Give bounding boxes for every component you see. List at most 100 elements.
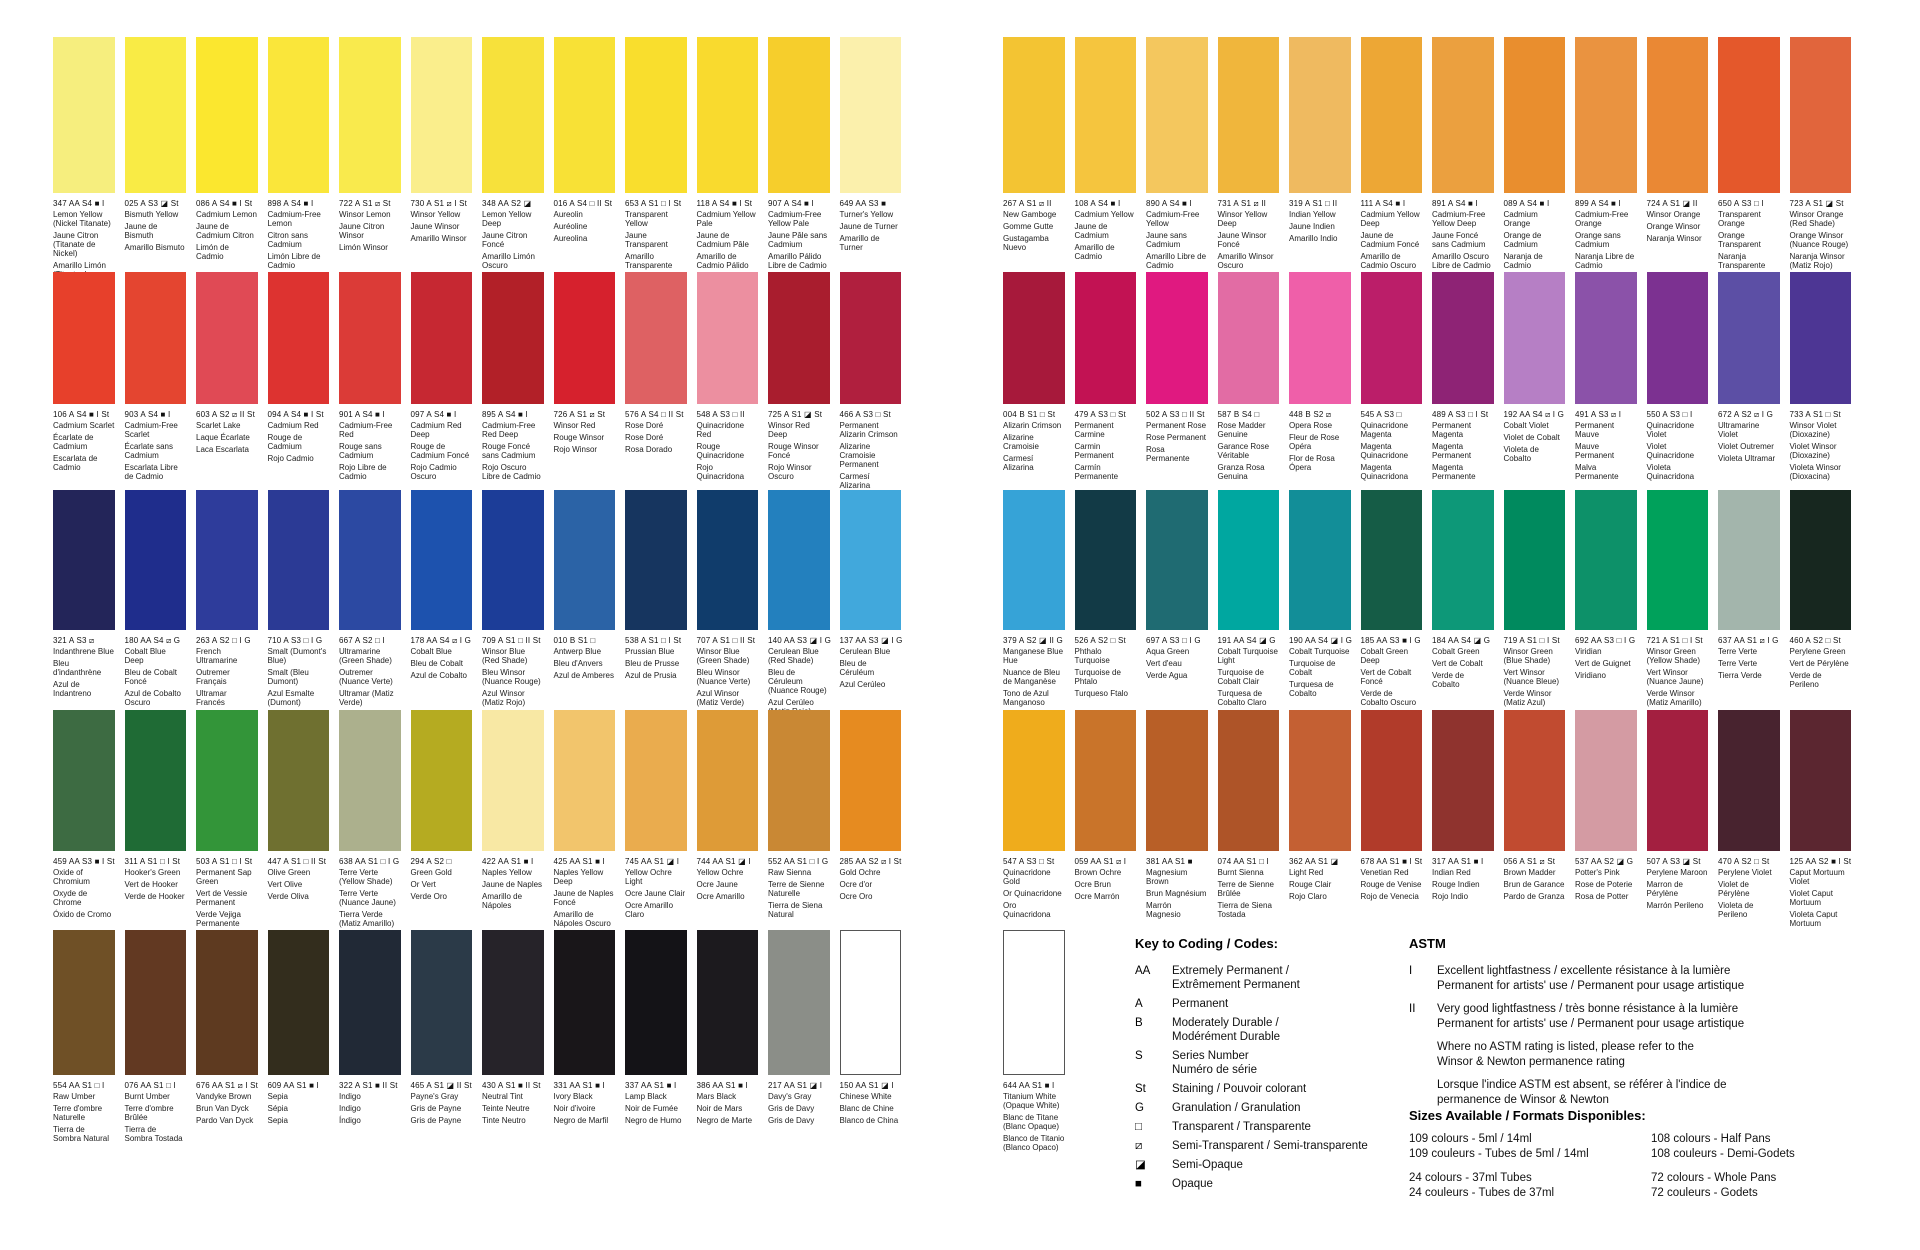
swatch-cell: 552 AA S1 □ I G Raw Sienna Terre de Sien…	[768, 710, 830, 928]
color-swatch	[410, 490, 472, 630]
swatch-cell: 331 AA S1 ■ I Ivory Black Noir d'ivoire …	[553, 930, 615, 1143]
swatch-name-es: Verde Vejiga Permanente	[196, 910, 241, 928]
swatch-name-en: Cadmium-Free Red Deep	[482, 421, 536, 439]
swatch-cell: 653 A S1 □ I St Transparent Yellow Jaune…	[625, 37, 687, 288]
swatch-name-es: Verde de Cobalto	[1432, 671, 1465, 689]
swatch-cell: 217 AA S1 ◪ I Davy's Gray Gris de Davy G…	[768, 930, 830, 1143]
swatch-cell: 721 A S1 □ I St Winsor Green (Yellow Sha…	[1646, 490, 1708, 707]
swatch-name-fr: Violet Winsor (Dioxazine)	[1789, 442, 1837, 460]
swatch-name-fr: Terre Verte	[1718, 659, 1758, 668]
swatch-name-en: Payne's Gray	[410, 1092, 459, 1101]
color-swatch	[1432, 490, 1494, 630]
swatch-name-es: Verde Oliva	[267, 892, 309, 901]
swatch-name-es: Malva Permanente	[1575, 463, 1619, 481]
color-swatch	[625, 710, 687, 851]
swatch-code: 016 A S4 □ II St	[553, 199, 613, 208]
swatch-name-es: Amarillo de Cadmio Oscuro	[1360, 252, 1417, 270]
swatch-name-es: Azul Winsor (Matiz Verde)	[696, 689, 745, 707]
swatch-name-es: Violeta de Perileno	[1718, 901, 1754, 919]
swatch-name-es: Amarillo de Cadmio	[1074, 243, 1115, 261]
swatch-cell: 554 AA S1 □ I Raw Umber Terre d'ombre Na…	[53, 930, 115, 1143]
swatch-name-en: Cadmium Orange	[1503, 210, 1538, 228]
color-swatch	[1360, 37, 1422, 193]
color-swatch	[1074, 272, 1136, 404]
key-symbol: S	[1135, 1050, 1143, 1062]
swatch-name-en: Titanium White (Opaque White)	[1003, 1092, 1060, 1110]
swatch-name-en: Cobalt Green Deep	[1360, 647, 1409, 665]
swatch-name-es: Rojo Cadmio Oscuro	[410, 463, 457, 481]
color-swatch	[1289, 272, 1351, 404]
color-swatch	[553, 37, 615, 193]
swatch-name-en: Cadmium Scarlet	[53, 421, 115, 430]
swatch-code: 348 AA S2 ◪	[482, 199, 532, 208]
color-swatch	[768, 490, 830, 630]
swatch-cell: 603 A S2 ⧄ II St Scarlet Lake Laque Écar…	[196, 272, 258, 499]
key-symbol: ■	[1135, 1178, 1142, 1190]
swatch-name-es: Verde de Hooker	[124, 892, 185, 901]
swatch-cell: 010 B S1 □ Antwerp Blue Bleu d'Anvers Az…	[553, 490, 615, 716]
color-swatch	[1646, 37, 1708, 193]
swatch-name-es: Amarillo Pálido Libre de Cadmio	[768, 252, 827, 270]
swatch-name-fr: Brun Magnésium	[1146, 889, 1207, 898]
swatch-code: 707 A S1 □ II St	[696, 636, 756, 645]
key-entry: □ Transparent / Transparente	[1135, 1120, 1420, 1134]
swatch-name-fr: Vert Winsor (Nuance Bleue)	[1503, 668, 1560, 686]
swatch-name-es: Gris de Payne	[410, 1116, 462, 1125]
swatch-code: 672 A S2 ⧄ I G	[1718, 410, 1774, 419]
swatch-cell: 086 A S4 ■ I St Cadmium Lemon Jaune de C…	[196, 37, 258, 288]
color-swatch	[53, 930, 115, 1075]
swatch-row-1-right: 267 A S1 ⧄ II New Gamboge Gomme Gutte Gu…	[1003, 37, 1851, 270]
key-entry: S Series Number Numéro de série	[1135, 1049, 1420, 1077]
swatch-name-es: Tierra Verde (Matiz Amarillo)	[339, 910, 395, 928]
swatch-name-es: Verde de Perileno	[1789, 671, 1822, 689]
color-swatch	[1432, 710, 1494, 851]
swatch-code: 178 AA S4 ⧄ I G	[410, 636, 472, 645]
swatch-name-es: Turquesa de Cobalto	[1289, 680, 1334, 698]
color-swatch	[1503, 490, 1565, 630]
color-swatch	[839, 37, 901, 193]
swatch-name-es: Ocre Oro	[839, 892, 873, 901]
swatch-code: 731 A S1 ⧄ II	[1217, 199, 1267, 208]
astm-list: I Excellent lightfastness / excellente ré…	[1409, 964, 1889, 1032]
color-swatch	[196, 490, 258, 630]
swatch-code: 637 AA S1 ⧄ I G	[1718, 636, 1779, 645]
swatch-cell: 470 A S2 □ St Perylene Violet Violet de …	[1718, 710, 1780, 928]
swatch-name-en: Smalt (Dumont's Blue)	[267, 647, 327, 665]
swatch-name-fr: Marron de Pérylène	[1646, 880, 1683, 898]
swatch-name-es: Verde de Cobalto Oscuro	[1360, 689, 1417, 707]
swatch-name-es: Magenta Quinacridona	[1360, 463, 1409, 481]
swatch-code: 111 A S4 ■ I	[1360, 199, 1406, 208]
color-swatch	[196, 710, 258, 851]
swatch-name-en: Permanent Mauve	[1575, 421, 1615, 439]
swatch-name-fr: Jaune Citron (Titanate de Nickel)	[53, 231, 99, 258]
swatch-row-1-left: 347 AA S4 ■ I Lemon Yellow (Nickel Titan…	[53, 37, 901, 288]
swatch-name-es: Ocre Marrón	[1074, 892, 1120, 901]
swatch-cell: 697 A S3 □ I G Aqua Green Vert d'eau Ver…	[1146, 490, 1208, 707]
swatch-cell: 545 A S3 □ Quinacridone Magenta Magenta …	[1360, 272, 1422, 481]
swatch-name-es: Azul de Amberes	[553, 671, 614, 680]
swatch-name-fr: Orange Transparent	[1718, 231, 1761, 249]
key-entry: ⧄ Semi-Transparent / Semi-transparente	[1135, 1139, 1420, 1153]
color-swatch	[410, 37, 472, 193]
swatch-name-fr: Rouge de Cadmium Foncé	[410, 442, 470, 460]
color-swatch	[482, 37, 544, 193]
swatch-name-en: Oxide of Chromium	[53, 868, 90, 886]
swatch-code: 448 B S2 ⧄	[1289, 410, 1332, 419]
color-swatch	[1003, 710, 1065, 851]
swatch-cell: 311 A S1 □ I St Hooker's Green Vert de H…	[124, 710, 186, 928]
swatch-name-es: Amarillo Limón Oscuro	[482, 252, 535, 270]
swatch-code: 503 A S1 □ I St	[196, 857, 253, 866]
swatch-name-es: Azul Cerúleo	[839, 680, 886, 689]
color-swatch	[339, 710, 401, 851]
swatch-name-es: Amarillo Libre de Cadmio	[1146, 252, 1207, 270]
swatch-name-en: Davy's Gray	[768, 1092, 812, 1101]
swatch-cell: 722 A S1 ⧄ St Winsor Lemon Jaune Citron …	[339, 37, 401, 288]
swatch-name-fr: Jaune de Naples Foncé	[553, 889, 614, 907]
swatch-code: 719 A S1 □ I St	[1503, 636, 1560, 645]
color-swatch	[839, 710, 901, 851]
swatch-cell: 547 A S3 □ St Quinacridone Gold Or Quina…	[1003, 710, 1065, 928]
swatch-code: 710 A S3 □ I G	[267, 636, 323, 645]
swatch-name-fr: Violet Quinacridone	[1646, 442, 1695, 460]
color-swatch	[625, 272, 687, 404]
color-swatch	[124, 37, 186, 193]
